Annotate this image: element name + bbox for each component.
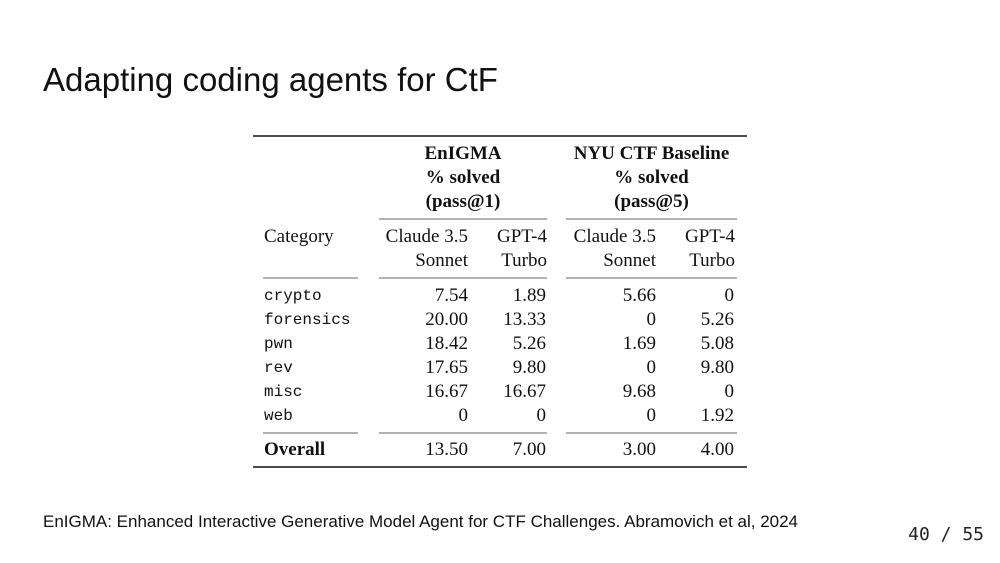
model-header-enigma-claude: Claude 3.5 Sonnet [373,226,468,272]
nyu-group-header: NYU CTF Baseline % solved (pass@5) [558,143,745,213]
category-header: Category [264,226,334,247]
overall-label: Overall [264,439,326,460]
model-header-line1: GPT-4 [685,226,735,247]
model-header-line2: Sonnet [415,250,468,271]
table-cell: 13.33 [503,309,546,330]
table-cell: 9.68 [622,381,656,402]
table-cell: 16.67 [425,381,468,402]
model-header-line2: Sonnet [603,250,656,271]
overall-cell: 3.00 [622,439,656,460]
table-cell: 5.08 [700,333,734,354]
enigma-header-line3: (pass@1) [425,191,501,212]
enigma-header-line2: % solved [425,167,501,188]
table-cell: 0 [646,357,657,378]
table-cell: 18.42 [425,333,468,354]
model-header-line2: Turbo [689,250,735,271]
model-header-line2: Turbo [501,250,547,271]
overall-cell: 7.00 [512,439,546,460]
enigma-header-line1: EnIGMA [424,143,502,164]
row-category-misc: misc [264,383,303,401]
model-header-nyu-gpt4: GPT-4 Turbo [663,226,735,272]
overall-cell: 13.50 [425,439,468,460]
table-cell: 1.69 [622,333,656,354]
table-cell: 0 [646,405,657,426]
slide-title: Adapting coding agents for CtF [43,61,498,98]
nyu-header-line3: (pass@5) [614,191,689,212]
row-category-web: web [264,407,293,425]
nyu-header-line1: NYU CTF Baseline [573,143,730,164]
row-category-rev: rev [264,359,293,377]
row-category-forensics: forensics [264,311,351,329]
table-cell: 9.80 [512,357,546,378]
table-cell: 5.26 [512,333,546,354]
table-cell: 5.26 [700,309,734,330]
table-cell: 16.67 [503,381,546,402]
nyu-header-line2: % solved [614,167,689,188]
table-cell: 9.80 [700,357,734,378]
table-cell: 1.89 [512,285,546,306]
model-header-line1: Claude 3.5 [573,226,656,247]
table-cell: 0 [724,285,735,306]
table-cell: 20.00 [425,309,468,330]
table-cell: 1.92 [700,405,734,426]
table-cell: 0 [646,309,657,330]
table-cell: 17.65 [425,357,468,378]
table-cell: 0 [536,405,547,426]
results-table: EnIGMA % solved (pass@1) NYU CTF Baselin… [253,135,747,469]
overall-cell: 4.00 [700,439,734,460]
table-rules [253,135,747,468]
row-category-pwn: pwn [264,335,293,353]
model-header-line1: Claude 3.5 [385,226,468,247]
table-cell: 5.66 [622,285,656,306]
model-header-nyu-claude: Claude 3.5 Sonnet [560,226,656,272]
page-number: 40 / 55 [908,524,984,545]
table-cell: 7.54 [434,285,468,306]
model-header-enigma-gpt4: GPT-4 Turbo [475,226,547,272]
enigma-group-header: EnIGMA % solved (pass@1) [379,143,547,213]
citation: EnIGMA: Enhanced Interactive Generative … [43,512,799,531]
table-cell: 0 [458,405,469,426]
row-category-crypto: crypto [264,287,322,305]
model-header-line1: GPT-4 [497,226,547,247]
table-cell: 0 [724,381,735,402]
